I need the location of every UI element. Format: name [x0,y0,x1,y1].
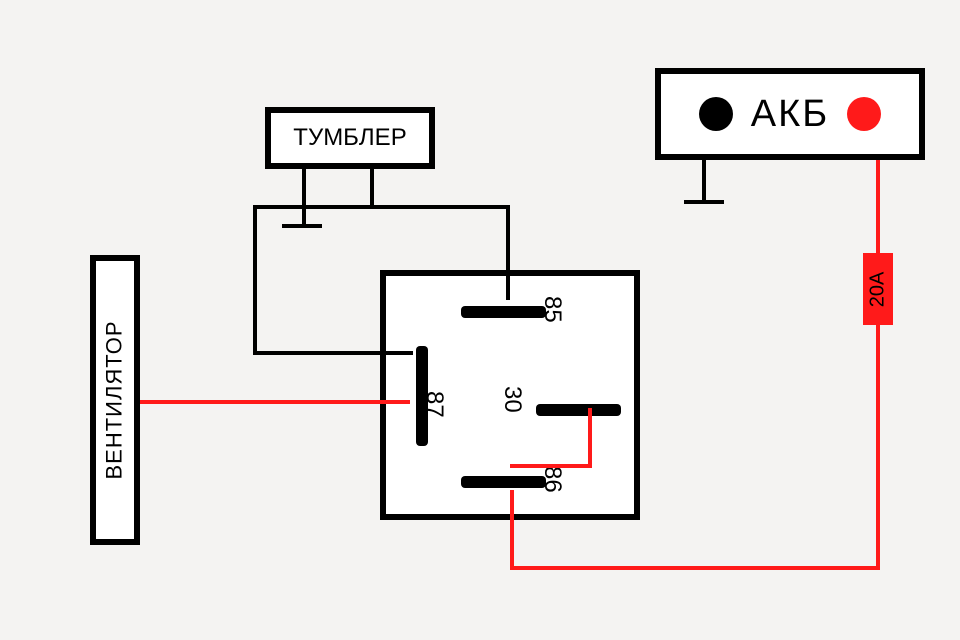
fan-label: ВЕНТИЛЯТОР [102,320,128,479]
battery-negative-terminal [699,97,733,131]
wire [702,160,706,200]
battery-label: АКБ [751,93,829,136]
wire-red [510,566,880,570]
battery-box: АКБ [655,68,925,160]
relay-pin-86 [461,476,546,488]
wire-red [510,464,592,468]
wire [253,351,413,355]
ground-cap [282,224,322,228]
relay-box: 85 87 30 86 [380,270,640,520]
wire [506,205,510,300]
relay-pin-30 [536,404,621,416]
relay-pin-86-label: 86 [538,466,566,493]
relay-pin-30-label: 30 [498,386,526,413]
fuse-label: 20А [867,271,890,307]
wire [370,169,374,209]
wire [302,169,306,224]
wire [253,205,373,209]
wire-red [876,160,880,253]
switch-label: ТУМБЛЕР [293,124,406,152]
wire-red [510,490,514,570]
fuse: 20А [863,253,893,325]
wiring-diagram: { "labels": { "tumbler": "ТУМБЛЕР", "fan… [0,0,960,640]
wire-red [588,408,592,468]
ground-cap [684,200,724,204]
relay-pin-87-label: 87 [420,391,448,418]
wire [370,205,510,209]
switch-box: ТУМБЛЕР [265,107,435,169]
wire-red [876,325,880,570]
fan-box: ВЕНТИЛЯТОР [90,255,140,545]
relay-pin-85-label: 85 [538,296,566,323]
wire-red [140,400,410,404]
relay-pin-85 [461,306,546,318]
wire [253,205,257,355]
battery-positive-terminal [847,97,881,131]
